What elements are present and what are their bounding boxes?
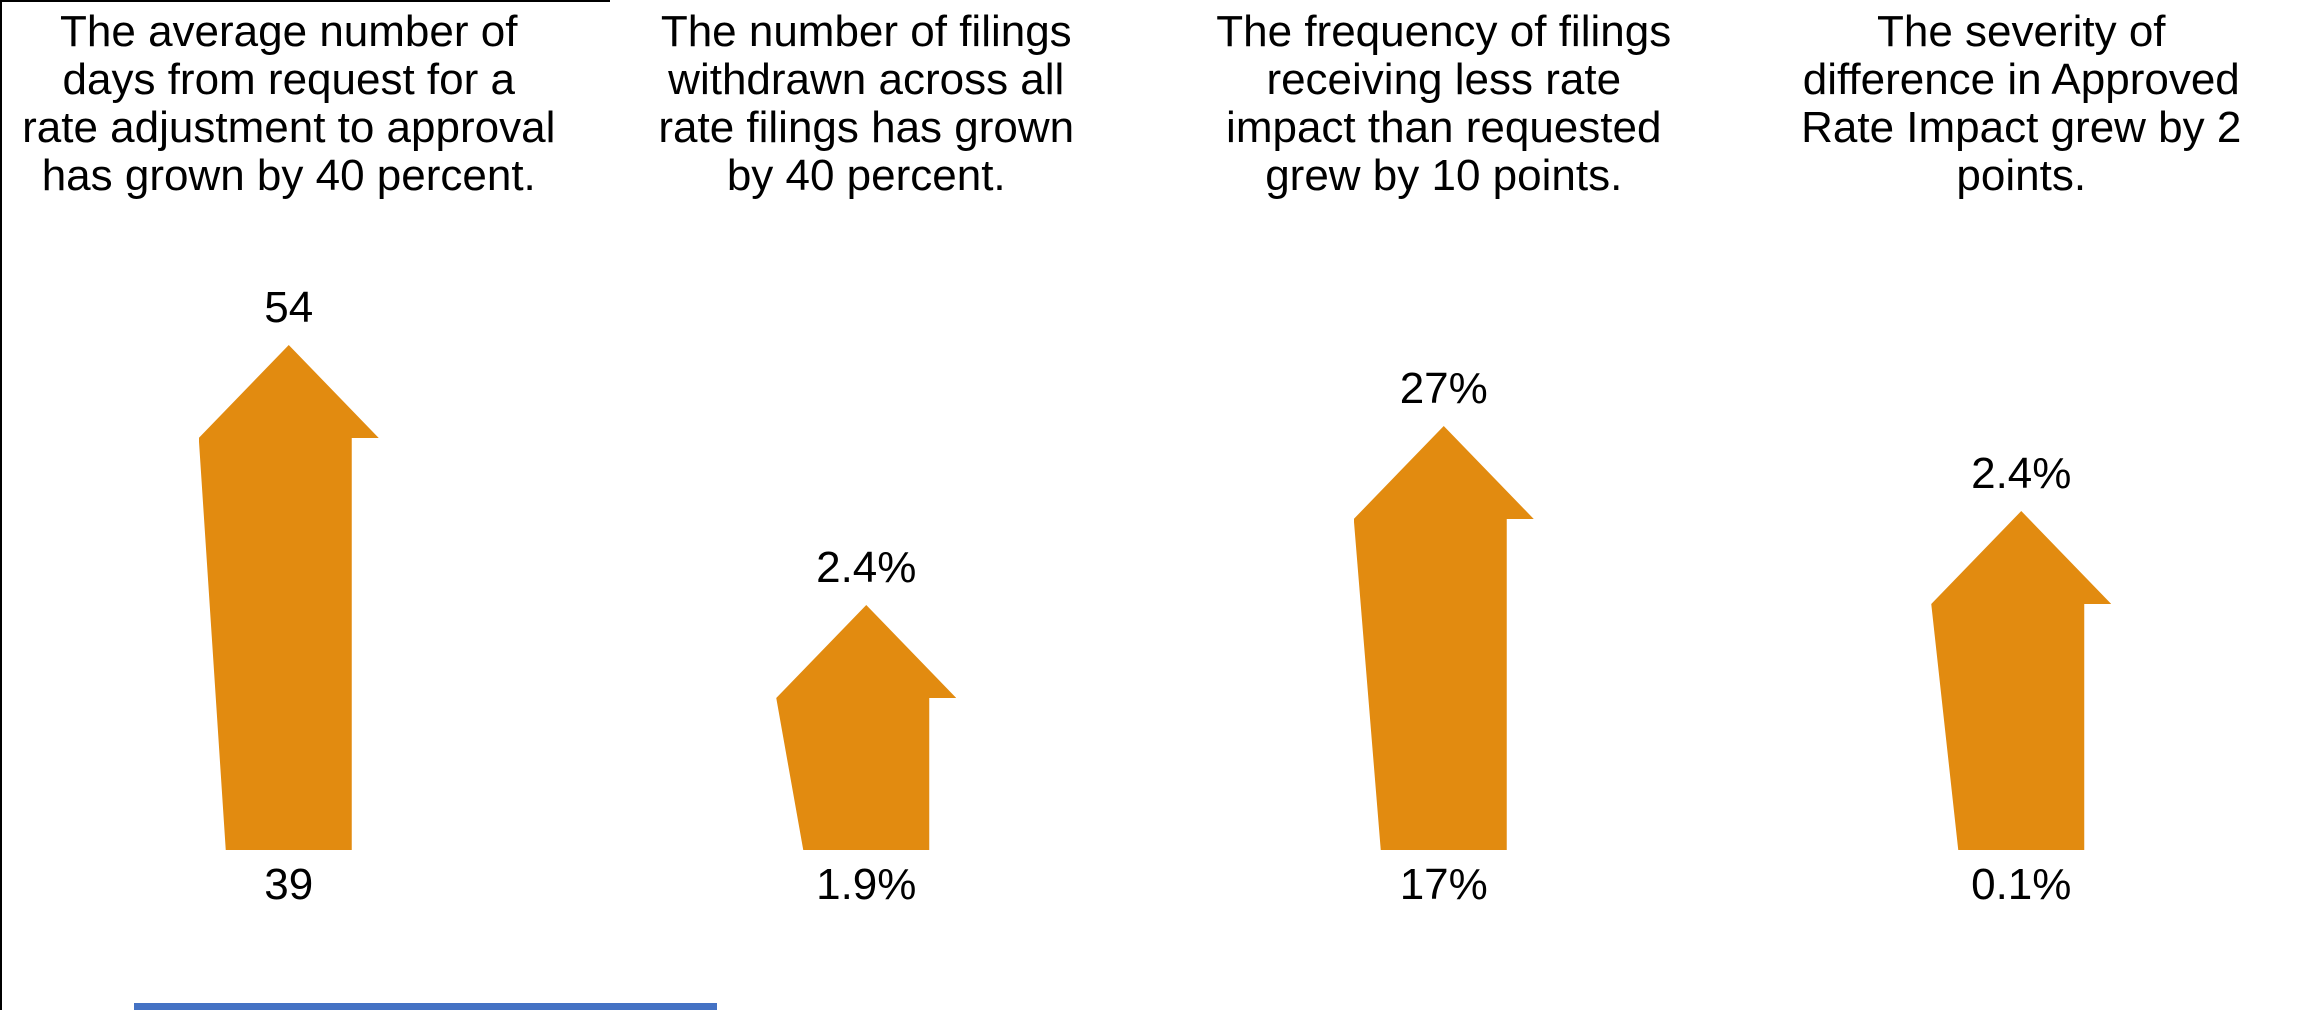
start-value-label: 1.9% xyxy=(816,860,917,909)
stat-avg-days-to-approval: The average number of days from request … xyxy=(0,0,578,1010)
stat-title: The average number of days from request … xyxy=(22,7,556,200)
end-value-label: 2.4% xyxy=(816,543,917,592)
start-value-label: 0.1% xyxy=(1971,860,2072,909)
growth-arrow-icon xyxy=(198,345,379,850)
end-value-label: 2.4% xyxy=(1971,449,2072,498)
end-value-label: 27% xyxy=(1399,364,1488,413)
stat-title: The number of filings withdrawn across a… xyxy=(658,7,1075,200)
growth-arrow-icon xyxy=(776,605,957,850)
growth-arrow-icon xyxy=(1353,426,1534,850)
start-value-label: 39 xyxy=(264,860,314,909)
end-value-label: 54 xyxy=(264,283,314,332)
stat-approved-rate-impact-severity: The severity of difference in Approved R… xyxy=(1733,0,2310,1010)
left-frame-line xyxy=(0,0,2,1010)
stat-title: The severity of difference in Approved R… xyxy=(1801,7,2242,200)
bottom-blue-bar xyxy=(134,1003,717,1010)
start-value-label: 17% xyxy=(1399,860,1488,909)
top-frame-line xyxy=(0,0,610,2)
growth-arrow-icon xyxy=(1931,511,2112,850)
stat-less-rate-impact-frequency: The frequency of filings receiving less … xyxy=(1155,0,1733,1010)
stat-filings-withdrawn: The number of filings withdrawn across a… xyxy=(578,0,1156,1010)
stat-title: The frequency of filings receiving less … xyxy=(1216,7,1672,200)
